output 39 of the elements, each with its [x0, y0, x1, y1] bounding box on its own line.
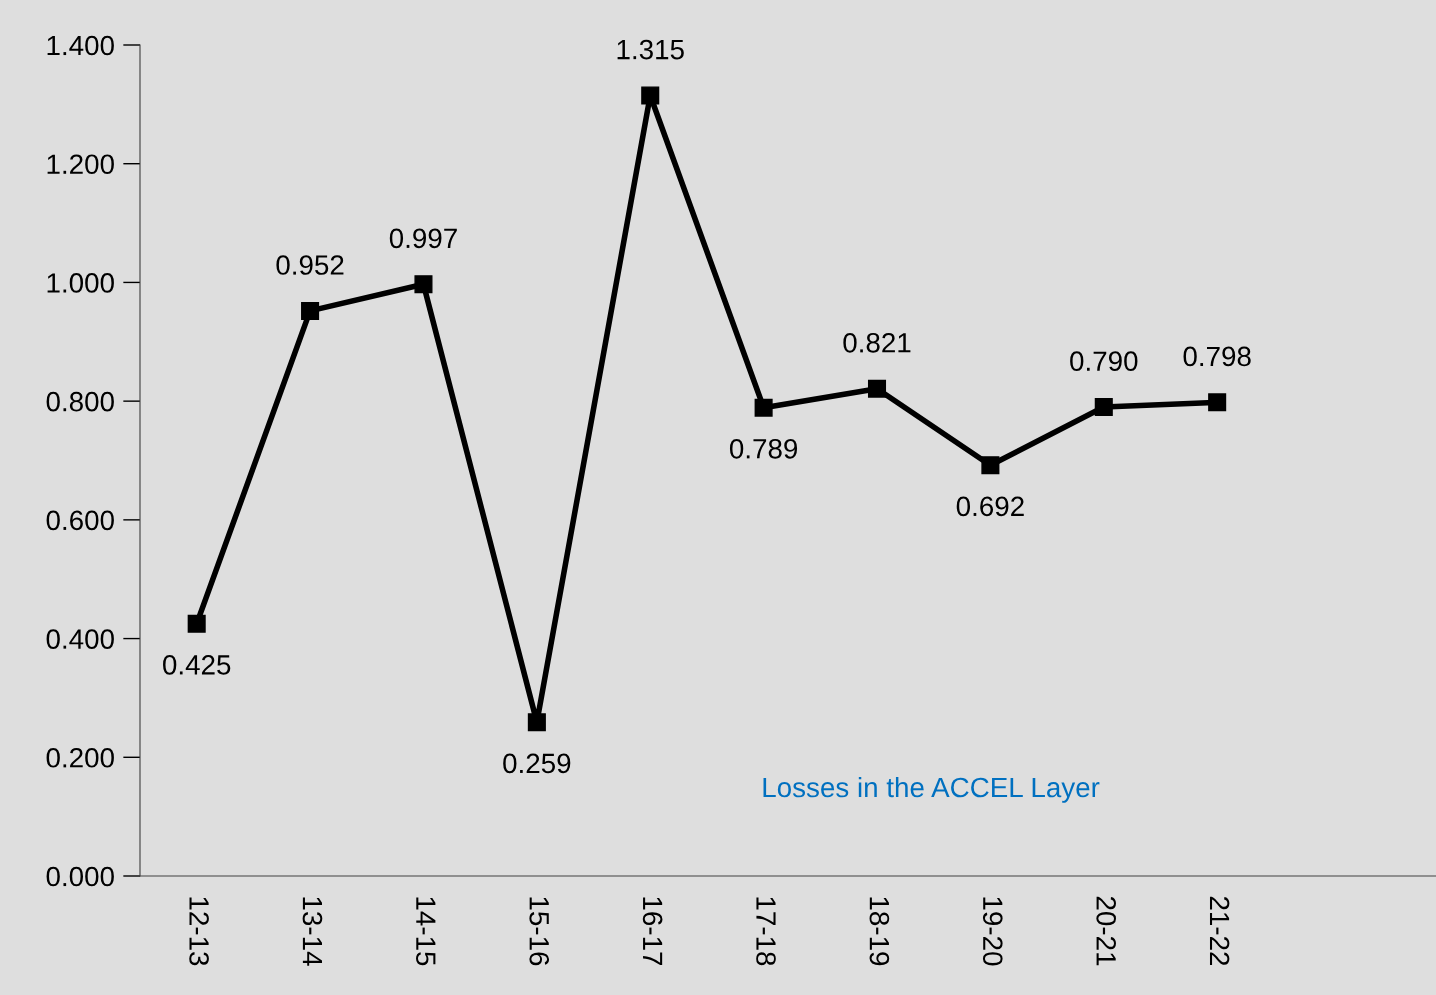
y-tick-label: 0.400	[46, 629, 114, 649]
x-tick-label: 20-21	[1096, 896, 1116, 966]
x-tick-label: 15-16	[529, 897, 550, 966]
point	[1208, 393, 1227, 412]
data-label: 0.997	[389, 228, 457, 249]
data-label: 0.821	[843, 332, 911, 353]
point	[754, 398, 773, 417]
data-label: 1.315	[617, 39, 684, 60]
x-tick-label: 12-13	[189, 897, 209, 966]
point	[867, 379, 887, 398]
x-tick-label: 14-15	[416, 897, 436, 966]
y-tick-label: 1.200	[47, 154, 114, 175]
data-label: 0.692	[956, 496, 1024, 517]
data-label: 0.259	[503, 753, 571, 774]
x-tick-label: 16-17	[642, 897, 663, 966]
y-tick-label: 1.400	[47, 35, 114, 56]
data-label: 0.789	[729, 438, 798, 459]
point	[414, 275, 433, 294]
point	[301, 301, 320, 320]
point	[187, 614, 206, 633]
point	[981, 456, 1000, 475]
data-label: 0.425	[163, 655, 231, 675]
x-tick-label: 13-14	[302, 897, 323, 966]
annotation: Losses in the ACCEL Layer	[763, 776, 1100, 803]
data-label: 0.952	[276, 255, 344, 275]
y-tick-label: 0.200	[46, 747, 114, 768]
x-tick-label: 21-22	[1209, 896, 1230, 966]
y-tick-label: 0.600	[46, 510, 114, 531]
data-label: 0.798	[1183, 346, 1251, 367]
point	[527, 713, 546, 732]
point	[1094, 398, 1113, 417]
data-label: 0.790	[1070, 351, 1138, 372]
y-tick-label: 0.000	[46, 866, 114, 887]
x-tick-label: 17-18	[756, 897, 776, 966]
y-tick-label: 0.800	[46, 391, 114, 412]
x-tick-label: 19-20	[982, 897, 1003, 966]
x-tick-label: 18-19	[869, 897, 890, 966]
point	[641, 86, 660, 105]
y-tick-label: 1.000	[47, 273, 114, 293]
